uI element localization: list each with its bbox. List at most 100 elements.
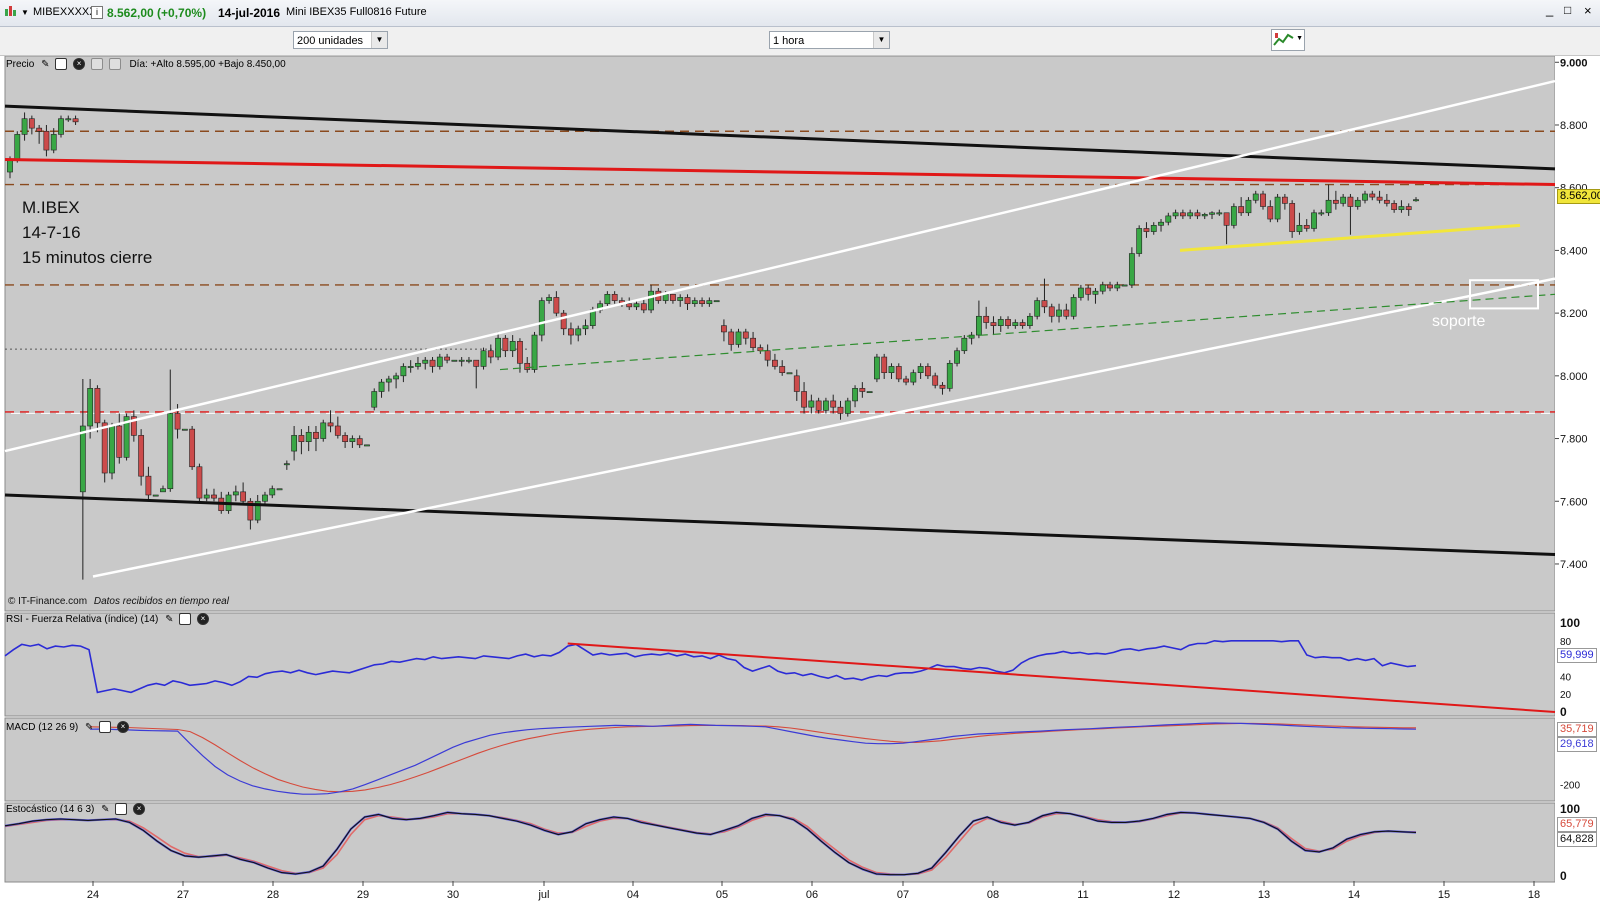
y-tick-label: 0 bbox=[1560, 705, 1567, 719]
candle-body bbox=[866, 391, 873, 394]
close-panel-icon[interactable]: × bbox=[116, 721, 129, 734]
candle-body bbox=[568, 328, 574, 336]
stoch-d-tag: 65,779 bbox=[1557, 817, 1597, 832]
candle-body bbox=[262, 494, 268, 502]
y-tick-label: 20 bbox=[1560, 690, 1572, 701]
candle-body bbox=[109, 425, 115, 474]
instrument-label: Mini IBEX35 Full0816 Future bbox=[286, 6, 427, 18]
trendline-white bbox=[4, 79, 1556, 453]
candle-body bbox=[364, 444, 370, 447]
window-icon[interactable] bbox=[55, 58, 68, 71]
y-tick-label: 7.600 bbox=[1560, 496, 1588, 508]
candle-body bbox=[1274, 196, 1281, 220]
candle-body bbox=[130, 416, 137, 436]
x-tick-label: 30 bbox=[447, 889, 459, 901]
candle-body bbox=[1325, 199, 1332, 214]
candle-body bbox=[874, 356, 880, 380]
interval-select[interactable]: 1 hora ▼ bbox=[769, 31, 890, 49]
candle-body bbox=[1223, 212, 1230, 226]
candle-body bbox=[1209, 212, 1215, 215]
candle-body bbox=[1158, 221, 1164, 226]
chart-app-icon[interactable] bbox=[4, 4, 18, 21]
y-tick-label: 7.800 bbox=[1560, 434, 1588, 446]
candle-body bbox=[1041, 300, 1048, 308]
candle-body bbox=[742, 331, 749, 339]
candle-body bbox=[604, 294, 611, 305]
chevron-down-icon[interactable]: ▼ bbox=[1296, 35, 1303, 42]
wrench-icon[interactable]: ✎ bbox=[85, 722, 94, 733]
candle-body bbox=[509, 341, 516, 352]
candle-body bbox=[1369, 193, 1376, 198]
candle-body bbox=[1405, 206, 1412, 210]
x-axis-strip bbox=[0, 883, 1600, 907]
x-tick-label: 15 bbox=[1438, 889, 1450, 901]
minimize-button[interactable]: _ bbox=[1546, 2, 1554, 17]
x-tick-label: 28 bbox=[267, 889, 279, 901]
candle-body bbox=[1128, 253, 1135, 286]
candle-body bbox=[517, 341, 523, 364]
candle-body bbox=[575, 328, 582, 336]
window-icon[interactable] bbox=[179, 613, 192, 626]
candle-body bbox=[881, 356, 888, 373]
symbol-dropdown-icon[interactable]: ▼ bbox=[21, 8, 29, 17]
candle-body bbox=[815, 400, 822, 411]
candle-body bbox=[903, 378, 909, 383]
macd-value-tag: 29,618 bbox=[1557, 737, 1597, 752]
price-panel-header: Precio ✎ × Día: +Alto 8.595,00 +Bajo 8.4… bbox=[6, 57, 286, 72]
candle-body bbox=[283, 463, 290, 466]
units-select[interactable]: 200 unidades ▼ bbox=[293, 31, 388, 49]
candle-body bbox=[1121, 284, 1128, 287]
candle-body bbox=[174, 413, 181, 430]
candle-body bbox=[138, 435, 145, 477]
x-tick-label: 07 bbox=[897, 889, 909, 901]
candle-body bbox=[1238, 206, 1245, 214]
candle-body bbox=[844, 400, 851, 414]
candle-body bbox=[786, 372, 793, 375]
paste-icon[interactable] bbox=[108, 58, 121, 71]
candle-body bbox=[407, 366, 414, 368]
close-button[interactable]: × bbox=[1584, 3, 1592, 18]
chart-type-icon bbox=[1273, 33, 1294, 46]
candle-body bbox=[415, 362, 421, 367]
window-icon[interactable] bbox=[115, 803, 128, 816]
candle-body bbox=[823, 400, 829, 411]
close-panel-icon[interactable]: × bbox=[133, 803, 146, 816]
candle-body bbox=[677, 297, 684, 301]
candle-body bbox=[691, 300, 698, 305]
candle-body bbox=[36, 127, 43, 132]
chevron-down-icon[interactable]: ▼ bbox=[873, 32, 889, 48]
candle-body bbox=[1318, 212, 1325, 215]
candle-body bbox=[721, 325, 727, 333]
candle-body bbox=[327, 422, 334, 427]
candle-body bbox=[939, 384, 946, 389]
info-icon[interactable]: i bbox=[91, 6, 103, 19]
candle-body bbox=[43, 130, 50, 151]
candle-body bbox=[1311, 212, 1317, 229]
candle-body bbox=[961, 337, 968, 352]
wrench-icon[interactable]: ✎ bbox=[41, 59, 50, 70]
candle-body bbox=[160, 488, 166, 493]
wrench-icon[interactable]: ✎ bbox=[165, 614, 174, 625]
copy-icon[interactable] bbox=[90, 58, 103, 71]
candle-body bbox=[444, 356, 450, 361]
trendline-dashed-green bbox=[499, 293, 1556, 371]
stoch-panel-title: Estocástico (14 6 3) bbox=[6, 804, 95, 815]
window-icon[interactable] bbox=[99, 721, 112, 734]
chevron-down-icon[interactable]: ▼ bbox=[371, 32, 387, 48]
candle-body bbox=[378, 381, 385, 392]
candle-body bbox=[429, 359, 436, 367]
close-panel-icon[interactable]: × bbox=[197, 613, 210, 626]
candle-body bbox=[983, 315, 990, 323]
close-panel-icon[interactable]: × bbox=[73, 58, 86, 71]
candle-body bbox=[560, 312, 567, 330]
y-tick-label: 7.400 bbox=[1560, 559, 1588, 571]
wrench-icon[interactable]: ✎ bbox=[101, 804, 110, 815]
candle-body bbox=[58, 118, 64, 135]
maximize-button[interactable]: □ bbox=[1564, 3, 1572, 17]
candle-body bbox=[1281, 196, 1288, 204]
chart-area: 24 27 28 29 30 jul 04 05 06 07 08 11 12 13 14 15 18 9.000… bbox=[0, 56, 1600, 907]
candle-body bbox=[65, 118, 72, 121]
candle-body bbox=[1136, 228, 1143, 254]
candle-body bbox=[670, 294, 676, 301]
chart-type-button[interactable]: ▼ bbox=[1271, 29, 1305, 51]
